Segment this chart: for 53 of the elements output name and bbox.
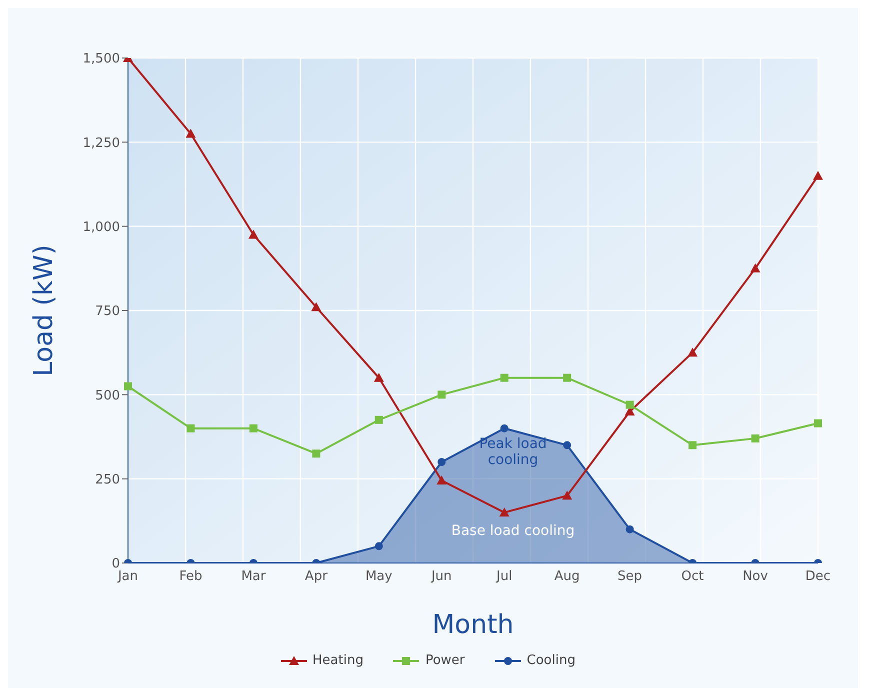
- point: [562, 490, 572, 500]
- point: [500, 374, 508, 382]
- point: [626, 400, 634, 409]
- point: [438, 458, 446, 466]
- y-tick-label: 250: [95, 472, 120, 488]
- x-tick-label: Feb: [179, 569, 202, 584]
- x-tick-label: Sep: [618, 569, 642, 584]
- y-tick-label: 1,000: [82, 220, 120, 235]
- annotation: Peak load cooling: [478, 436, 548, 468]
- point: [688, 441, 697, 450]
- legend-label: Heating: [312, 653, 364, 668]
- annotation: Base load cooling: [450, 523, 576, 539]
- point: [499, 508, 510, 516]
- point: [813, 170, 823, 180]
- y-tick-label: 1,500: [82, 52, 120, 67]
- x-tick-label: Jan: [116, 569, 138, 584]
- x-tick-label: Apr: [304, 569, 328, 584]
- point: [626, 525, 634, 534]
- y-axis-title: Load (kW): [29, 244, 60, 376]
- point: [500, 424, 508, 432]
- point: [186, 424, 195, 432]
- point: [374, 416, 383, 424]
- point: [814, 419, 822, 428]
- x-tick-label: Nov: [742, 569, 768, 584]
- legend-label: Cooling: [526, 653, 576, 668]
- point: [563, 441, 572, 450]
- point: [248, 230, 258, 239]
- point: [688, 348, 698, 357]
- x-tick-label: May: [365, 569, 393, 584]
- point: [374, 542, 383, 550]
- point: [249, 424, 258, 432]
- point: [186, 128, 196, 138]
- point: [438, 390, 446, 399]
- point: [751, 434, 760, 442]
- x-tick-label: Aug: [554, 569, 580, 584]
- point: [750, 263, 760, 272]
- y-tick-label: 0: [112, 556, 120, 572]
- y-tick-label: 500: [95, 388, 120, 404]
- x-tick-label: Mar: [241, 569, 266, 584]
- x-axis-title: Month: [432, 610, 514, 640]
- point: [311, 302, 322, 312]
- legend-label: Power: [424, 653, 465, 668]
- point: [124, 382, 132, 390]
- point: [374, 372, 384, 382]
- x-tick-label: Jul: [496, 569, 512, 584]
- x-tick-label: Dec: [805, 569, 831, 584]
- y-tick-label: 1,250: [82, 136, 120, 151]
- point: [563, 374, 572, 382]
- x-tick-label: Jun: [430, 569, 452, 584]
- x-tick-label: Oct: [681, 569, 704, 584]
- y-tick-label: 750: [95, 304, 120, 320]
- point: [312, 450, 320, 458]
- point: [436, 476, 447, 485]
